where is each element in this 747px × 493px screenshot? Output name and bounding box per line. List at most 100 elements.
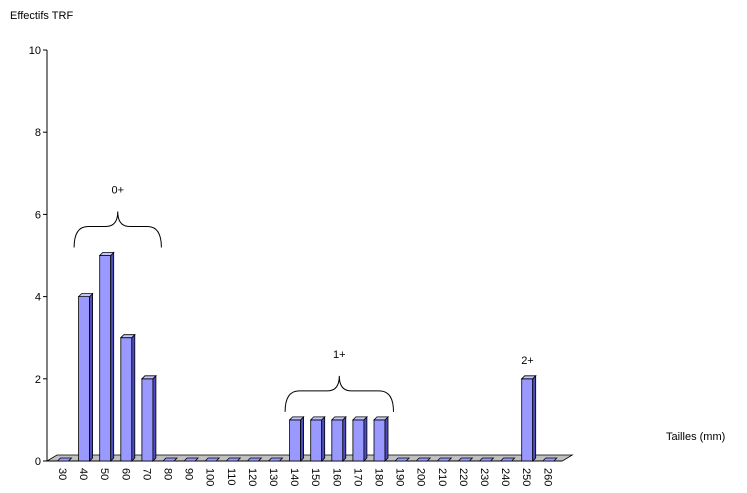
bar-side [89, 292, 93, 462]
bar-side [532, 374, 537, 462]
bar-40 [77, 292, 94, 462]
bar-front [310, 419, 323, 462]
bar-front [331, 419, 344, 462]
bar-70 [140, 374, 157, 462]
y-tick-label: 6 [35, 209, 41, 221]
bar-side [384, 415, 389, 462]
bar-top [140, 375, 157, 380]
bar-50 [98, 251, 115, 462]
bar-top [98, 252, 115, 256]
bar-240-empty [499, 457, 516, 462]
x-tick-label: 130 [267, 468, 279, 486]
x-tick-label: 50 [98, 468, 110, 480]
bar-front [78, 296, 90, 462]
bar-200-empty [415, 457, 432, 462]
bar-front [120, 337, 133, 462]
y-tick-label: 4 [35, 292, 41, 304]
bar-190-empty [394, 457, 411, 462]
bars-group [56, 251, 558, 462]
x-tick-label: 40 [77, 468, 89, 480]
bar-210-empty [436, 457, 453, 462]
y-axis-title: Effectifs TRF [10, 10, 73, 22]
y-axis-ticks: 0 2 4 6 8 10 [29, 45, 47, 468]
bar-front [352, 419, 365, 462]
y-tick-label: 2 [35, 374, 41, 386]
x-tick-label: 210 [436, 468, 448, 486]
bar-top [520, 375, 537, 380]
bar-150 [309, 415, 326, 462]
age-group-brace [284, 375, 394, 412]
x-tick-label: 200 [415, 468, 427, 486]
bar-side [152, 374, 157, 462]
bar-120-empty [246, 457, 263, 462]
bar-top [309, 416, 326, 421]
bar-side [300, 415, 305, 462]
x-axis-ticks: 30 40 50 60 70 80 90 100 110 120 130 140 150 160 170 18… [56, 468, 553, 486]
bar-140 [288, 415, 305, 462]
bar-top [330, 416, 347, 421]
age-group-brace [73, 211, 162, 248]
age-group-label: 1+ [333, 349, 346, 361]
age-group-label: 2+ [521, 355, 534, 367]
x-tick-label: 180 [373, 468, 385, 486]
bar-side [363, 415, 368, 462]
bar-side [342, 415, 347, 462]
x-tick-label: 220 [457, 468, 469, 486]
age-group-2: 2+ [521, 355, 534, 367]
bar-front [141, 378, 154, 462]
bar-90-empty [183, 457, 200, 462]
bar-220-empty [457, 457, 474, 462]
x-tick-label: 60 [119, 468, 131, 480]
bar-160 [330, 415, 347, 462]
bar-front [99, 255, 112, 462]
bar-170 [351, 415, 368, 462]
bar-front [373, 419, 386, 462]
age-group-0: 0+ [73, 185, 162, 248]
bar-260-empty [541, 457, 558, 462]
bar-front [289, 419, 302, 462]
bar-110-empty [225, 457, 242, 462]
bar-180 [373, 415, 389, 462]
x-tick-label: 170 [351, 468, 363, 486]
x-tick-label: 250 [520, 468, 532, 486]
x-tick-label: 100 [204, 468, 216, 486]
bar-side [321, 415, 326, 462]
bar-30-empty [56, 457, 73, 462]
x-tick-label: 230 [478, 468, 490, 486]
bar-top [77, 293, 94, 298]
x-axis-title: Tailles (mm) [666, 431, 725, 443]
y-tick-label: 10 [29, 45, 41, 57]
bar-side [110, 251, 115, 462]
x-tick-label: 90 [183, 468, 195, 480]
x-tick-label: 160 [330, 468, 342, 486]
bar-side [131, 333, 136, 462]
bar-front [521, 378, 534, 462]
bar-250 [520, 374, 537, 462]
age-group-label: 0+ [111, 185, 124, 197]
age-group-annotations: 0+ 1+ 2+ [73, 185, 534, 412]
x-tick-label: 190 [394, 468, 406, 486]
bar-230-empty [478, 457, 495, 462]
bar-100-empty [204, 457, 221, 462]
y-tick-label: 8 [35, 127, 41, 139]
x-tick-label: 70 [140, 468, 152, 480]
bar-60 [119, 333, 136, 462]
bar-130-empty [267, 457, 284, 462]
bar-top [351, 416, 368, 421]
x-tick-label: 80 [162, 468, 174, 480]
bar-top [373, 416, 389, 421]
x-tick-label: 240 [499, 468, 511, 486]
x-tick-label: 30 [56, 468, 68, 480]
bar-80-empty [162, 457, 178, 462]
x-tick-label: 150 [309, 468, 321, 486]
x-tick-label: 120 [246, 468, 258, 486]
x-tick-label: 140 [288, 468, 300, 486]
y-tick-label: 0 [35, 456, 41, 468]
x-tick-label: 110 [225, 468, 237, 486]
age-group-1: 1+ [284, 349, 394, 412]
x-tick-label: 260 [541, 468, 553, 486]
bar-top [288, 416, 305, 421]
bar-top [119, 334, 136, 339]
